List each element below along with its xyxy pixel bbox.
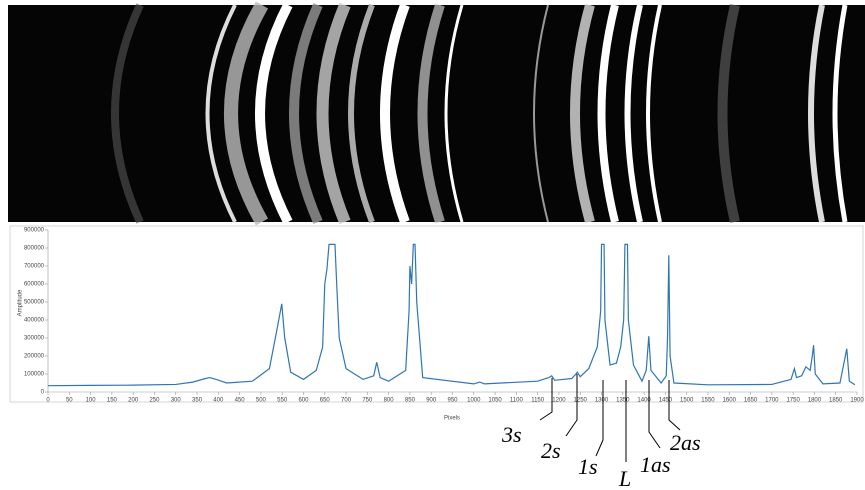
x-tick-label: 1450 xyxy=(659,398,673,404)
x-tick-label: 1650 xyxy=(744,398,758,404)
x-tick-label: 1850 xyxy=(829,398,843,404)
x-tick-label: 350 xyxy=(192,398,203,404)
x-tick-label: 400 xyxy=(213,398,224,404)
annotation-label: 2as xyxy=(670,430,701,455)
x-tick-label: 1300 xyxy=(595,398,609,404)
annotation-leader xyxy=(595,380,604,457)
annotation-leader xyxy=(648,380,661,449)
y-tick-label: 700000 xyxy=(24,264,45,270)
x-tick-label: 750 xyxy=(362,398,373,404)
x-tick-label: 1350 xyxy=(616,398,630,404)
x-tick-label: 1250 xyxy=(574,398,588,404)
y-tick-label: 300000 xyxy=(24,336,45,342)
x-tick-label: 700 xyxy=(341,398,352,404)
x-tick-label: 1800 xyxy=(808,398,822,404)
x-tick-label: 450 xyxy=(235,398,246,404)
x-tick-label: 1100 xyxy=(510,398,524,404)
x-tick-label: 500 xyxy=(256,398,267,404)
x-tick-label: 250 xyxy=(149,398,160,404)
y-axis-label: Amplitude xyxy=(18,289,24,316)
x-tick-label: 200 xyxy=(128,398,139,404)
x-tick-label: 100 xyxy=(86,398,97,404)
x-tick-label: 150 xyxy=(107,398,118,404)
x-tick-label: 50 xyxy=(66,398,73,404)
annotation-leader xyxy=(668,380,681,431)
y-tick-label: 600000 xyxy=(24,282,45,288)
x-tick-label: 1050 xyxy=(488,398,502,404)
x-tick-label: 550 xyxy=(277,398,288,404)
x-tick-label: 1600 xyxy=(723,398,737,404)
y-tick-label: 400000 xyxy=(24,318,45,324)
annotation-leader xyxy=(539,378,553,421)
x-tick-label: 1400 xyxy=(637,398,651,404)
x-tick-label: 900 xyxy=(426,398,437,404)
x-tick-label: 1700 xyxy=(765,398,779,404)
x-tick-label: 600 xyxy=(298,398,309,404)
x-tick-label: 850 xyxy=(405,398,416,404)
annotation-leader xyxy=(565,374,578,437)
x-tick-label: 1200 xyxy=(552,398,566,404)
chart-frame xyxy=(9,225,864,403)
y-tick-label: 500000 xyxy=(24,300,45,306)
x-tick-label: 1000 xyxy=(467,398,481,404)
y-tick-label: 100000 xyxy=(24,372,45,378)
x-tick-label: 950 xyxy=(447,398,458,404)
annotation-label: 1s xyxy=(578,454,598,479)
ring-image xyxy=(8,1,865,226)
annotation-label: 1as xyxy=(640,452,671,477)
x-tick-label: 1150 xyxy=(531,398,545,404)
y-tick-label: 200000 xyxy=(24,354,45,360)
x-tick-label: 300 xyxy=(171,398,182,404)
x-tick-label: 650 xyxy=(320,398,331,404)
y-tick-label: 0 xyxy=(41,390,45,396)
x-tick-label: 800 xyxy=(384,398,395,404)
y-tick-label: 900000 xyxy=(24,228,45,234)
spectrum-line xyxy=(47,243,856,387)
x-tick-label: 1900 xyxy=(850,398,864,404)
annotation-label: 3s xyxy=(501,422,522,447)
y-tick-label: 800000 xyxy=(24,246,45,252)
annotation-label: 2s xyxy=(541,438,561,463)
x-axis-label: Pixels xyxy=(444,416,460,422)
x-tick-label: 1750 xyxy=(786,398,800,404)
annotation-label: L xyxy=(618,466,631,490)
x-tick-label: 1550 xyxy=(701,398,715,404)
x-tick-label: 1500 xyxy=(680,398,694,404)
x-tick-label: 0 xyxy=(46,398,50,404)
